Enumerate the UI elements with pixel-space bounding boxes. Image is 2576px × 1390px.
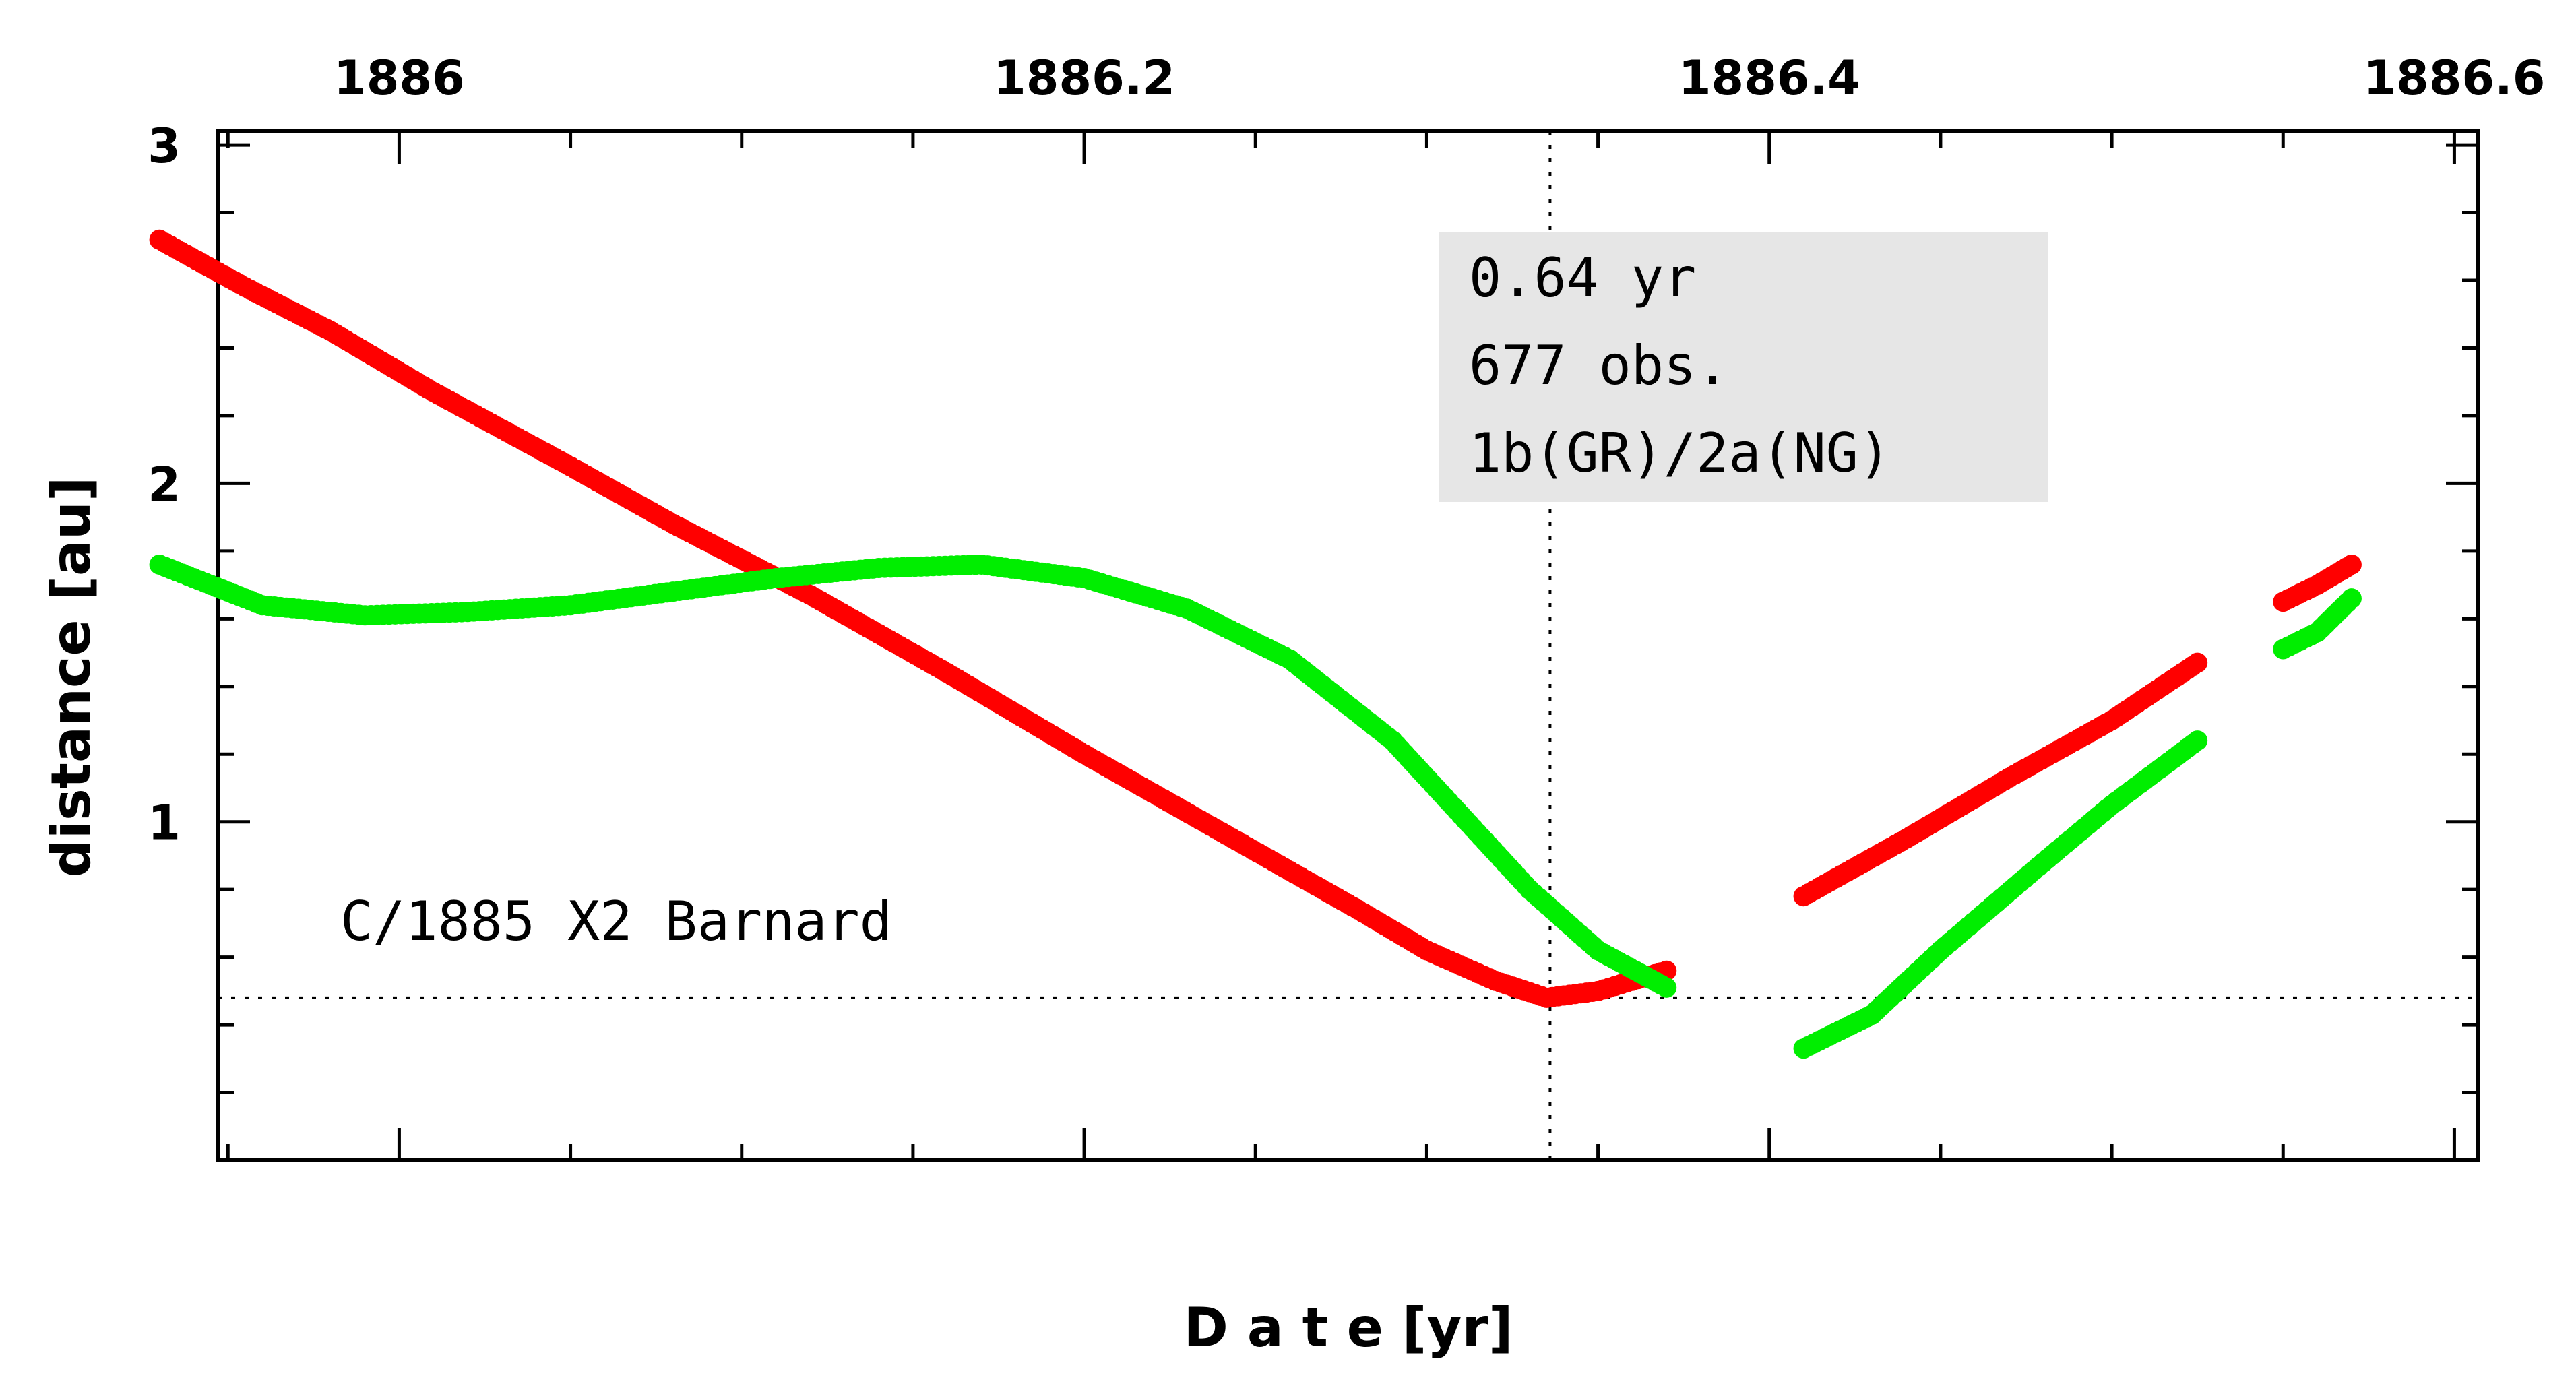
x-tick-label: 1886.6 (2363, 51, 2545, 106)
x-tick-label: 1886.2 (993, 51, 1175, 106)
data-point-series-2 (2341, 588, 2362, 609)
y-tick-label: 2 (148, 457, 181, 512)
x-tick-label: 1886.4 (1678, 51, 1860, 106)
tick-labels: 1886 1886.2 1886.4 1886.6 1 2 3 (148, 51, 2545, 851)
info-box-line-1: 0.64 yr (1469, 247, 1696, 309)
info-box-line-2: 677 obs. (1469, 334, 1728, 397)
data-point-series-2 (2187, 730, 2208, 751)
axis-ticks (218, 131, 2478, 1160)
plot-frame (216, 129, 2480, 1162)
x-axis-title: D a t e [yr] (1183, 1296, 1513, 1359)
comet-label: C/1885 X2 Barnard (340, 890, 892, 953)
y-tick-label: 3 (148, 119, 181, 174)
data-points (149, 229, 2362, 1059)
info-box-line-3: 1b(GR)/2a(NG) (1469, 422, 1891, 484)
y-tick-label: 1 (148, 796, 181, 851)
y-axis-title: distance [au] (40, 476, 102, 877)
data-point-series-2 (1656, 977, 1677, 998)
info-box: 0.64 yr 677 obs. 1b(GR)/2a(NG) (1439, 232, 2048, 502)
x-tick-label: 1886 (334, 51, 465, 106)
data-point-series-1 (2341, 554, 2362, 575)
info-box-background (1439, 232, 2048, 502)
data-point-series-1 (2187, 652, 2208, 673)
